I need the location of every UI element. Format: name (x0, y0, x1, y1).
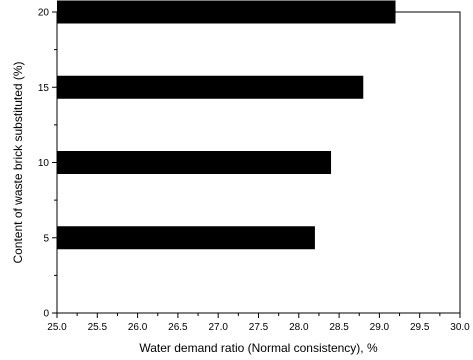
y-axis: 0 5 10 15 20 (38, 8, 57, 320)
bar-10 (57, 151, 332, 174)
x-tick-label: 28.5 (329, 322, 349, 333)
y-tick-label: 10 (38, 158, 50, 169)
x-tick-label: 28.0 (289, 322, 309, 333)
x-tick-label: 26.0 (128, 322, 148, 333)
x-tick-label: 29.5 (410, 322, 430, 333)
x-tick-label: 27.5 (249, 322, 269, 333)
y-tick-label: 20 (38, 8, 50, 19)
bar-20 (57, 0, 396, 24)
bar-5 (57, 226, 315, 250)
x-tick-label: 25.5 (88, 322, 108, 333)
y-axis-title: Content of waste brick substituted (%) (11, 61, 25, 263)
x-axis-title: Water demand ratio (Normal consistency),… (139, 341, 378, 355)
x-tick-label: 27.0 (208, 322, 228, 333)
x-axis: 25.0 25.5 26.0 26.5 27.0 27.5 28.0 28.5 29.0 29.5… (47, 313, 470, 333)
x-tick-label: 29.0 (370, 322, 390, 333)
bars (57, 0, 396, 250)
x-tick-label: 30.0 (450, 322, 470, 333)
y-tick-label: 5 (43, 233, 49, 244)
x-tick-label: 26.5 (168, 322, 188, 333)
x-tick-label: 25.0 (47, 322, 67, 333)
y-tick-label: 15 (38, 83, 50, 94)
bar-15 (57, 75, 364, 99)
y-tick-label: 0 (43, 309, 49, 320)
